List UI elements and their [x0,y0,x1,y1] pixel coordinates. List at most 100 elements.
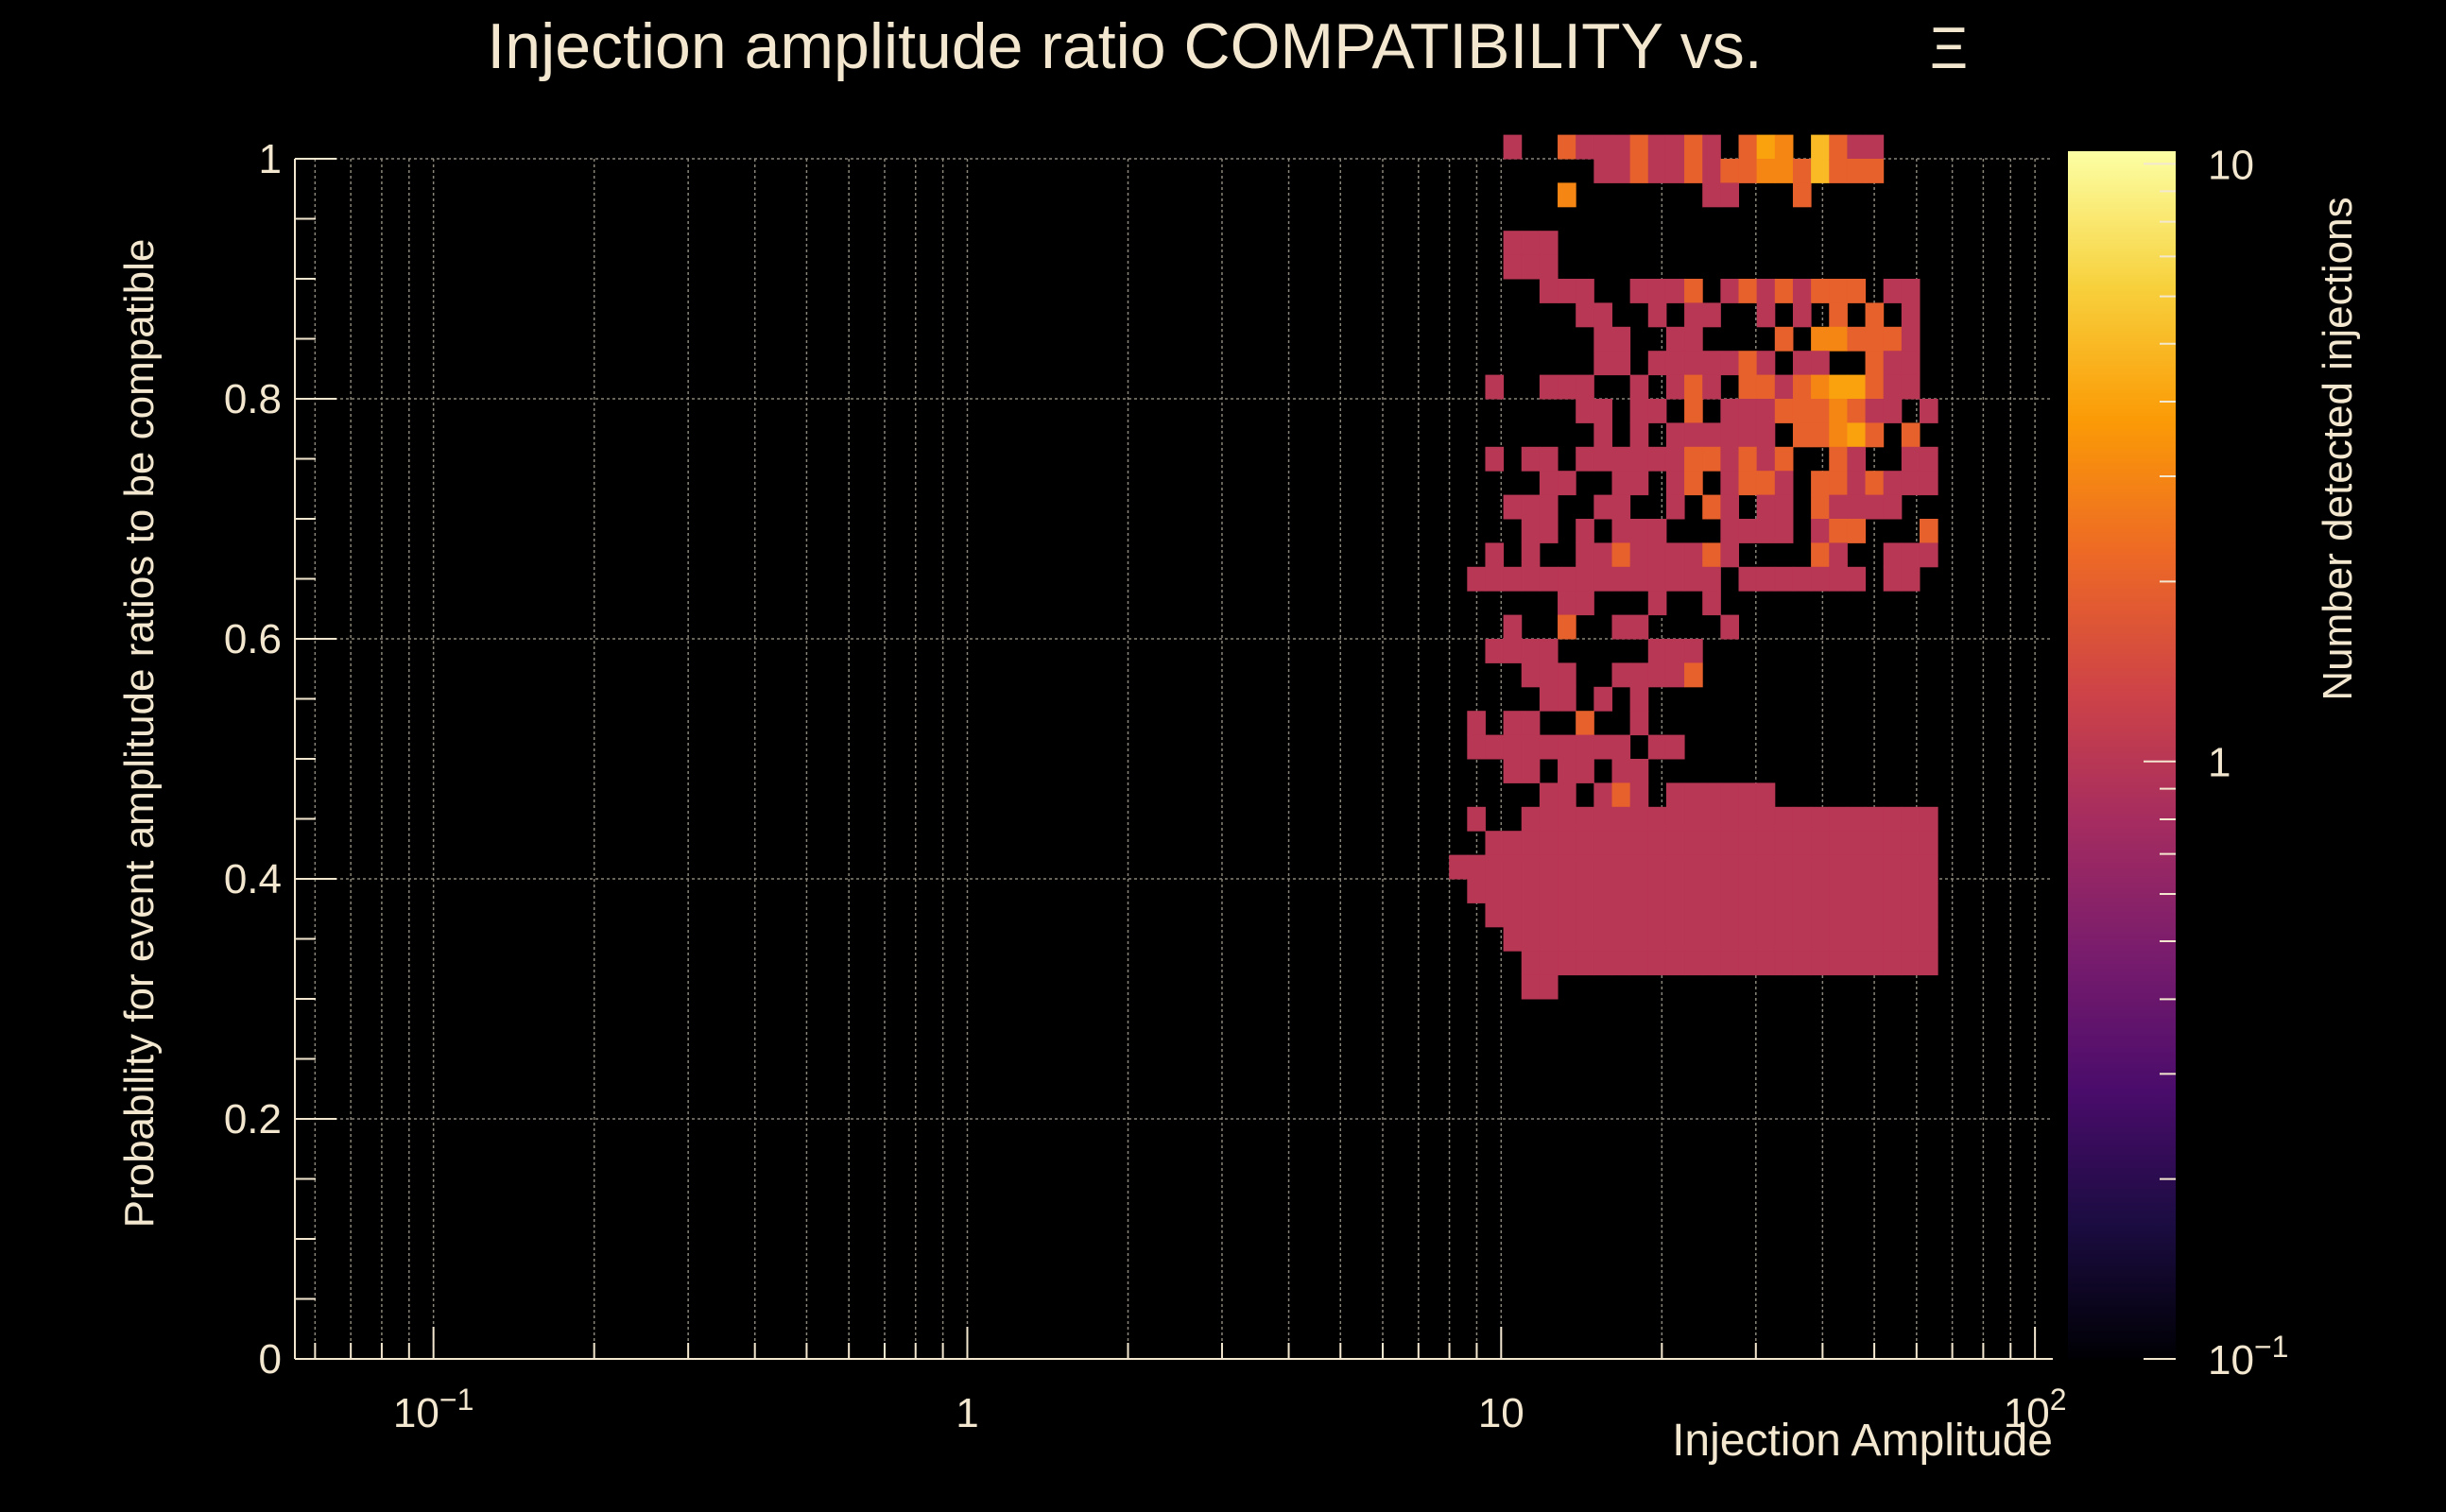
heatmap-cell [1738,399,1758,423]
heatmap-cell [1792,879,1812,903]
heatmap-cell [1811,134,1830,160]
heatmap-cell [1647,542,1667,568]
heatmap-cell [1629,279,1649,303]
heatmap-cell [1485,446,1505,472]
heatmap-cell [1665,902,1685,928]
heatmap-cell [1847,854,1867,880]
heatmap-cell [1629,399,1649,423]
heatmap-cell [1792,902,1812,928]
heatmap-cell [1629,542,1649,568]
heatmap-cell [1684,302,1703,328]
heatmap-cell [1792,831,1812,856]
heatmap-cell [1539,831,1559,856]
heatmap-cell [1792,182,1812,208]
heatmap-cell [1647,662,1667,688]
heatmap-cell [1847,806,1867,832]
heatmap-cell [1521,831,1541,856]
heatmap-cell [1611,759,1631,783]
heatmap-cell [1576,302,1594,328]
heatmap-cell [1811,471,1830,496]
heatmap-cell [1665,351,1685,376]
heatmap-cell [1665,639,1685,663]
heatmap-cell [1684,879,1703,903]
heatmap-cell [1647,926,1667,952]
heatmap-cell [1629,374,1649,400]
heatmap-cell [1503,494,1523,520]
heatmap-cell [1865,351,1885,376]
heatmap-cell [1883,326,1903,352]
heatmap-cell [1720,614,1740,640]
heatmap-cell [1720,399,1740,423]
heatmap-cell [1558,614,1576,640]
heatmap-cell [1576,591,1594,616]
heatmap-cell [1720,902,1740,928]
heatmap-cell [1539,686,1559,712]
heatmap-cell [1756,422,1776,448]
heatmap-cell [1774,902,1794,928]
heatmap-cell [1539,902,1559,928]
heatmap-cell [1539,231,1559,256]
heatmap-cell [1611,854,1631,880]
heatmap-cell [1485,639,1505,663]
heatmap-cell [1847,159,1867,183]
heatmap-cell [1503,134,1523,160]
heatmap-cell [1647,951,1667,976]
heatmap-cell [1847,831,1867,856]
heatmap-cell [1665,951,1685,976]
heatmap-cell [1919,471,1938,496]
heatmap-cell [1811,566,1830,592]
heatmap-cell [1647,902,1667,928]
heatmap-cell [1811,159,1830,183]
heatmap-cell [1883,471,1903,496]
heatmap-cell [1503,711,1523,736]
heatmap-cell [1774,134,1794,160]
heatmap-cell [1720,782,1740,808]
heatmap-cell [1829,854,1848,880]
heatmap-cell [1467,806,1486,832]
heatmap-cell [1593,566,1612,592]
chart-title: Injection amplitude ratio COMPATIBILITY … [487,10,1762,82]
heatmap-cell [1485,542,1505,568]
heatmap-cell [1702,591,1721,616]
heatmap-cell [1558,879,1576,903]
heatmap-cell [1503,734,1523,760]
heatmap-cell [1756,399,1776,423]
heatmap-cell [1593,446,1612,472]
heatmap-cell [1829,159,1848,183]
heatmap-cell [1521,759,1541,783]
heatmap-cell [1558,902,1576,928]
heatmap-cell [1576,806,1594,832]
heatmap-cell [1883,494,1903,520]
colorbar-gradient-rect [2068,151,2176,1359]
heatmap-cell [1720,951,1740,976]
y-axis-label: Probability for event amplitude ratios t… [116,239,163,1228]
heatmap-cell [1865,471,1885,496]
heatmap-cell [1829,471,1848,496]
heatmap-cell [1503,614,1523,640]
heatmap-cell [1593,542,1612,568]
heatmap-cell [1629,446,1649,472]
heatmap-cell [1720,879,1740,903]
heatmap-cell [1684,782,1703,808]
heatmap-cell [1684,854,1703,880]
heatmap-cell [1593,399,1612,423]
heatmap-cell [1702,374,1721,400]
heatmap-cell [1647,134,1667,160]
heatmap-cell [1883,951,1903,976]
heatmap-cell [1702,926,1721,952]
heatmap-cell [1792,926,1812,952]
heatmap-cell [1611,542,1631,568]
heatmap-cell [1847,279,1867,303]
heatmap-cell [1467,734,1486,760]
heatmap-cell [1811,374,1830,400]
heatmap-cell [1901,471,1921,496]
heatmap-cell [1558,279,1576,303]
heatmap-cell [1847,926,1867,952]
heatmap-cell [1611,662,1631,688]
heatmap-cell [1684,926,1703,952]
heatmap-cell [1774,951,1794,976]
heatmap-cell [1521,542,1541,568]
heatmap-cell [1647,351,1667,376]
heatmap-cell [1847,446,1867,472]
